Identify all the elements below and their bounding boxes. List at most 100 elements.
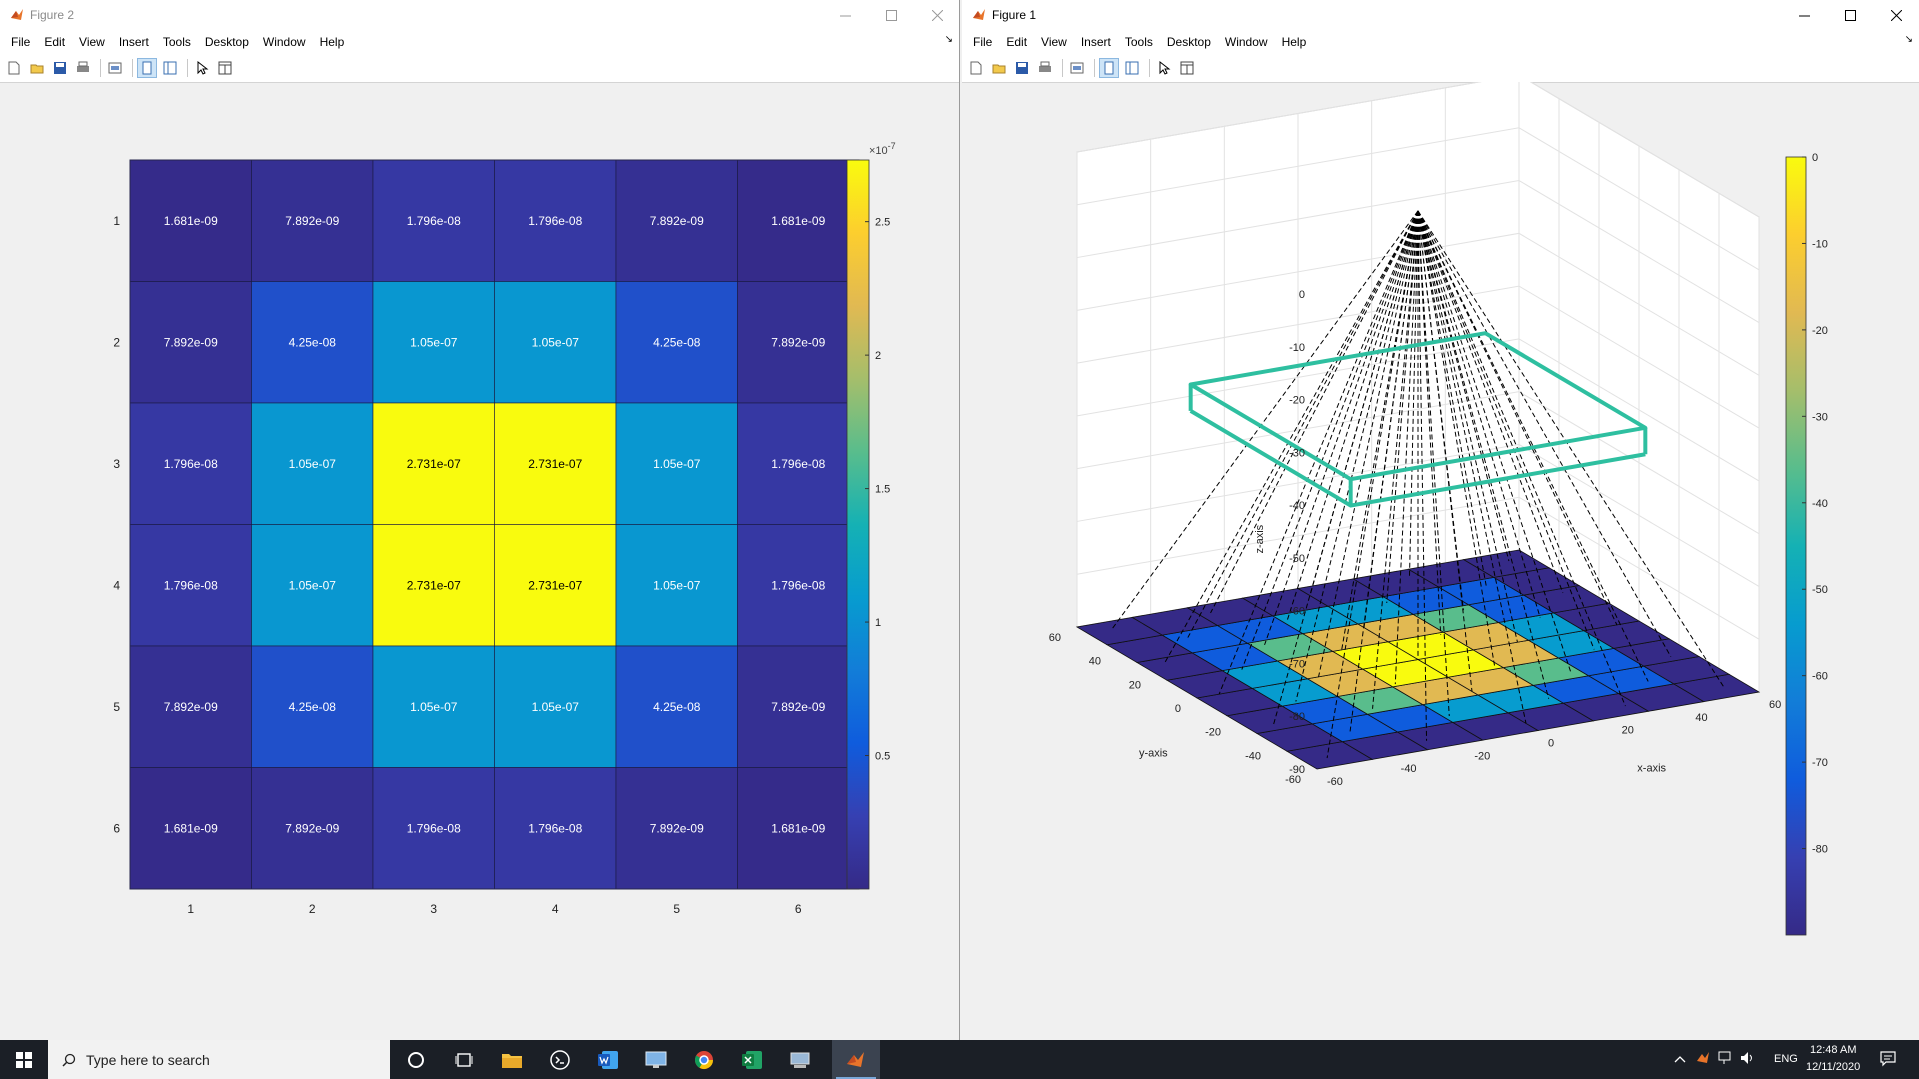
taskbar-search-box[interactable]: Type here to search bbox=[48, 1040, 390, 1079]
property-editor-button[interactable] bbox=[1177, 58, 1197, 78]
maximize-button[interactable] bbox=[868, 0, 914, 30]
edit-plot-button[interactable] bbox=[1154, 58, 1174, 78]
menu-desktop[interactable]: Desktop bbox=[1166, 35, 1211, 49]
print-button[interactable] bbox=[1035, 58, 1055, 78]
title-bar[interactable]: Figure 2 bbox=[0, 0, 959, 30]
maximize-button[interactable] bbox=[1827, 0, 1873, 30]
clock-time[interactable]: 12:48 AM bbox=[1810, 1044, 1857, 1056]
menu-tools[interactable]: Tools bbox=[162, 35, 191, 49]
cell-value-label: 7.892e-09 bbox=[164, 700, 218, 714]
ray-line bbox=[1417, 210, 1496, 667]
network-app-button[interactable] bbox=[776, 1040, 824, 1079]
matlab-taskbar-button[interactable] bbox=[832, 1040, 880, 1079]
close-button[interactable] bbox=[1873, 0, 1919, 30]
cell-value-label: 2.731e-07 bbox=[528, 457, 582, 471]
dock-figure-icon[interactable]: ↘ bbox=[1904, 34, 1913, 45]
cortana-button[interactable] bbox=[392, 1040, 440, 1079]
plot-tools-icon bbox=[142, 61, 152, 75]
menu-file[interactable]: File bbox=[11, 35, 31, 49]
link-plot-button[interactable] bbox=[1067, 58, 1087, 78]
matlab-tray-icon[interactable] bbox=[1696, 1051, 1710, 1065]
ray-line bbox=[1210, 210, 1419, 614]
y-tick-label: 20 bbox=[1129, 679, 1141, 691]
property-editor-button[interactable] bbox=[215, 58, 235, 78]
file-explorer-button[interactable] bbox=[488, 1040, 536, 1079]
menu-desktop[interactable]: Desktop bbox=[204, 35, 249, 49]
save-button[interactable] bbox=[1012, 58, 1032, 78]
open-file-button[interactable] bbox=[989, 58, 1009, 78]
menu-view[interactable]: View bbox=[79, 35, 105, 49]
ray-line bbox=[1309, 210, 1419, 596]
cell-value-label: 4.25e-08 bbox=[289, 335, 337, 349]
open-file-button[interactable] bbox=[27, 58, 47, 78]
chevron-up-icon[interactable] bbox=[1674, 1054, 1686, 1064]
show-plot-tools-button[interactable] bbox=[160, 58, 180, 78]
search-placeholder: Type here to search bbox=[86, 1051, 210, 1068]
ray-line bbox=[1295, 210, 1419, 702]
speaker-icon[interactable] bbox=[1740, 1051, 1756, 1065]
remote-desktop-button[interactable] bbox=[632, 1040, 680, 1079]
heatmap-cell bbox=[251, 159, 374, 282]
clock-date[interactable]: 12/11/2020 bbox=[1806, 1061, 1861, 1073]
colorbar-tick-label: 2 bbox=[875, 350, 881, 362]
menu-insert[interactable]: Insert bbox=[1080, 35, 1111, 49]
menu-help[interactable]: Help bbox=[1281, 35, 1307, 49]
minimize-button[interactable] bbox=[1781, 0, 1827, 30]
cell-value-label: 1.796e-08 bbox=[164, 457, 218, 471]
heatmap-cell bbox=[494, 645, 617, 768]
menu-window[interactable]: Window bbox=[262, 35, 306, 49]
x-tick-label: 60 bbox=[1769, 699, 1781, 711]
cell-value-label: 7.892e-09 bbox=[771, 700, 825, 714]
menu-view[interactable]: View bbox=[1041, 35, 1067, 49]
x-tick-label: 40 bbox=[1695, 712, 1707, 724]
surface-3d-chart[interactable]: 0-10-20-30-40-50-60-70-80-90-60-40-20020… bbox=[962, 82, 1919, 1040]
menu-tools[interactable]: Tools bbox=[1124, 35, 1153, 49]
terminal-button[interactable] bbox=[536, 1040, 584, 1079]
heatmap-chart[interactable]: 1.681e-09 7.892e-09 1.796e-08 1.796e-08 7.89… bbox=[0, 82, 958, 1040]
start-button[interactable] bbox=[0, 1040, 48, 1079]
new-figure-button[interactable] bbox=[966, 58, 986, 78]
x-tick-label: -20 bbox=[1474, 750, 1490, 762]
heatmap-cell bbox=[372, 281, 495, 404]
toolbar-separator bbox=[1149, 59, 1150, 77]
title-bar[interactable]: Figure 1 bbox=[962, 0, 1919, 30]
x-tick-label: 20 bbox=[1622, 725, 1634, 737]
heatmap-cell bbox=[494, 402, 617, 525]
menu-edit[interactable]: Edit bbox=[1006, 35, 1028, 49]
minimize-button[interactable] bbox=[822, 0, 868, 30]
y-tick-label: -20 bbox=[1205, 727, 1221, 739]
notification-icon[interactable] bbox=[1880, 1051, 1896, 1067]
task-view-button[interactable] bbox=[440, 1040, 488, 1079]
close-button[interactable] bbox=[914, 0, 959, 30]
cell-value-label: 1.05e-07 bbox=[289, 578, 337, 592]
excel-button[interactable] bbox=[728, 1040, 776, 1079]
cursor-arrow-icon bbox=[1159, 61, 1171, 75]
menu-file[interactable]: File bbox=[973, 35, 993, 49]
colorbar-tick-label: 1 bbox=[875, 617, 881, 629]
dock-figure-icon[interactable]: ↘ bbox=[944, 34, 953, 45]
word-button[interactable] bbox=[584, 1040, 632, 1079]
x-tick-label: 1 bbox=[187, 902, 194, 916]
chrome-button[interactable] bbox=[680, 1040, 728, 1079]
cell-value-label: 1.05e-07 bbox=[410, 700, 458, 714]
open-folder-icon bbox=[30, 64, 44, 74]
cell-value-label: 1.796e-08 bbox=[164, 578, 218, 592]
new-figure-button[interactable] bbox=[4, 58, 24, 78]
show-plot-tools-button[interactable] bbox=[1122, 58, 1142, 78]
link-plot-button[interactable] bbox=[105, 58, 125, 78]
cell-value-label: 1.681e-09 bbox=[164, 214, 218, 228]
hide-plot-tools-button[interactable] bbox=[137, 58, 157, 78]
menu-insert[interactable]: Insert bbox=[118, 35, 149, 49]
network-icon[interactable] bbox=[1718, 1051, 1734, 1065]
hide-plot-tools-button[interactable] bbox=[1099, 58, 1119, 78]
menu-help[interactable]: Help bbox=[319, 35, 345, 49]
ray-lines bbox=[1110, 210, 1726, 759]
cell-value-label: 7.892e-09 bbox=[650, 821, 704, 835]
surface-patches bbox=[1075, 549, 1761, 770]
menu-window[interactable]: Window bbox=[1224, 35, 1268, 49]
edit-plot-button[interactable] bbox=[192, 58, 212, 78]
print-button[interactable] bbox=[73, 58, 93, 78]
menu-edit[interactable]: Edit bbox=[44, 35, 66, 49]
save-button[interactable] bbox=[50, 58, 70, 78]
language-indicator[interactable]: ENG bbox=[1774, 1053, 1798, 1065]
